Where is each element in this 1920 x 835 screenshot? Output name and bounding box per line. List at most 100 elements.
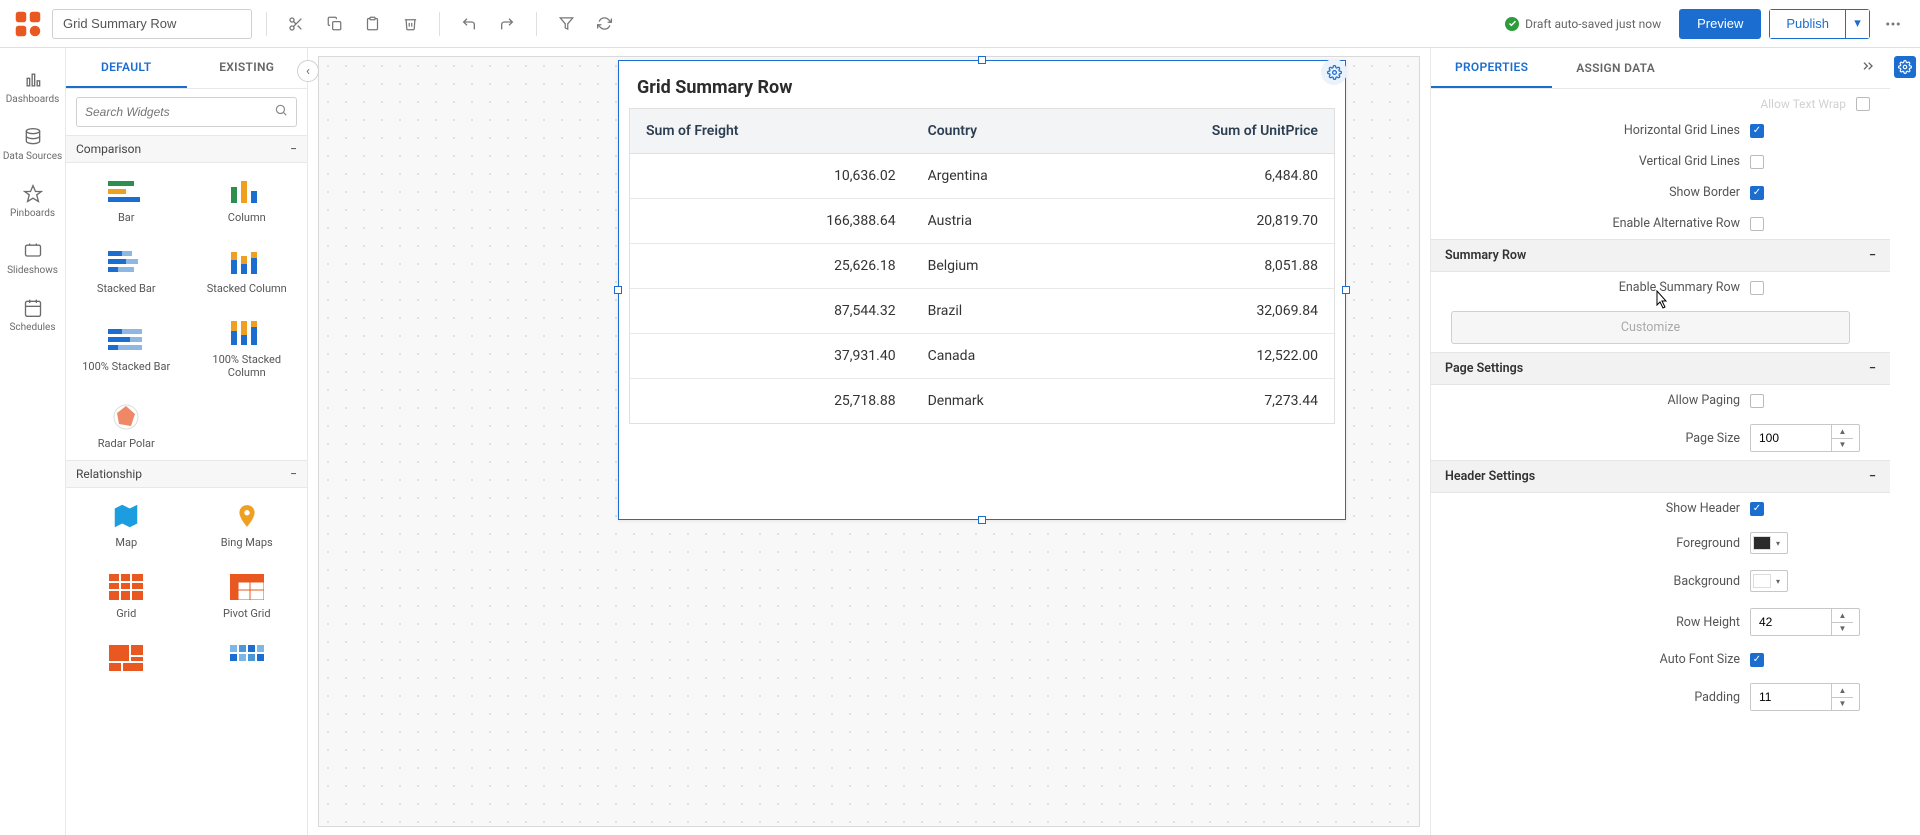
property-label: Page Size (1451, 431, 1740, 446)
grid-widget-frame[interactable]: Grid Summary Row Sum of Freight Country … (618, 60, 1346, 520)
resize-handle-right[interactable] (1342, 286, 1350, 294)
resize-handle-top[interactable] (978, 56, 986, 64)
nav-pinboards[interactable]: Pinboards (0, 176, 65, 227)
property-label: Enable Summary Row (1451, 280, 1740, 295)
widget-100-stacked-bar[interactable]: 100% Stacked Bar (66, 305, 187, 389)
cut-button[interactable] (281, 9, 311, 39)
page-size-down[interactable]: ▼ (1832, 439, 1853, 452)
column-header[interactable]: Sum of UnitPrice (1123, 109, 1334, 153)
separator (266, 12, 267, 36)
delete-button[interactable] (395, 9, 425, 39)
widget-settings-button[interactable] (1321, 59, 1347, 85)
separator (536, 12, 537, 36)
widget-label: Bar (118, 211, 135, 224)
widget-pivot-grid[interactable]: Pivot Grid (187, 559, 308, 630)
tab-properties[interactable]: PROPERTIES (1431, 48, 1552, 88)
customize-button[interactable]: Customize (1451, 311, 1850, 344)
palette-collapse-button[interactable]: ‹ (297, 60, 319, 82)
property-label: Enable Alternative Row (1451, 216, 1740, 231)
resize-handle-left[interactable] (614, 286, 622, 294)
design-canvas[interactable]: Grid Summary Row Sum of Freight Country … (308, 48, 1430, 835)
widget-radar-polar[interactable]: Radar Polar (66, 389, 187, 460)
stacked-bar-icon (104, 248, 148, 276)
widget-bar[interactable]: Bar (66, 163, 187, 234)
auto-font-size-checkbox[interactable] (1750, 653, 1764, 667)
page-size-up[interactable]: ▲ (1832, 425, 1853, 439)
properties-tabs: PROPERTIES ASSIGN DATA (1431, 48, 1890, 89)
table-row[interactable]: 37,931.40Canada12,522.00 (630, 334, 1334, 379)
cell: Argentina (912, 154, 1123, 198)
preview-button[interactable]: Preview (1679, 9, 1761, 39)
tab-existing[interactable]: EXISTING (187, 48, 308, 88)
table-row[interactable]: 25,718.88Denmark7,273.44 (630, 379, 1334, 423)
table-row[interactable]: 25,626.18Belgium8,051.88 (630, 244, 1334, 289)
horizontal-grid-lines-checkbox[interactable] (1750, 124, 1764, 138)
widget-search[interactable] (76, 97, 297, 127)
enable-alt-row-checkbox[interactable] (1750, 217, 1764, 231)
page-size-input[interactable] (1751, 425, 1831, 451)
nav-slideshows[interactable]: Slideshows (0, 233, 65, 284)
undo-button[interactable] (454, 9, 484, 39)
dashboard-title-input[interactable] (52, 9, 252, 39)
nav-schedules[interactable]: Schedules (0, 290, 65, 341)
table-row[interactable]: 166,388.64Austria20,819.70 (630, 199, 1334, 244)
refresh-button[interactable] (589, 9, 619, 39)
more-button[interactable] (1878, 9, 1908, 39)
cell: 166,388.64 (630, 199, 912, 243)
table-row[interactable]: 87,544.32Brazil32,069.84 (630, 289, 1334, 334)
column-header[interactable]: Country (912, 109, 1123, 153)
category-label: Comparison (76, 142, 141, 156)
background-color-picker[interactable]: ▾ (1750, 570, 1788, 592)
widget-grid[interactable]: Grid (66, 559, 187, 630)
data-toggle-button[interactable] (1894, 86, 1916, 108)
publish-dropdown-button[interactable]: ▾ (1845, 10, 1869, 38)
widget-treemap[interactable] (66, 630, 187, 682)
allow-text-wrap-checkbox[interactable] (1856, 97, 1870, 111)
section-summary-row[interactable]: Summary Row− (1431, 239, 1890, 272)
nav-dashboards[interactable]: Dashboards (0, 62, 65, 113)
widget-bing-maps[interactable]: Bing Maps (187, 488, 308, 559)
show-header-checkbox[interactable] (1750, 502, 1764, 516)
nav-datasources[interactable]: Data Sources (0, 119, 65, 170)
table-row[interactable]: 10,636.02Argentina6,484.80 (630, 154, 1334, 199)
tab-assign-data[interactable]: ASSIGN DATA (1552, 49, 1679, 87)
row-height-input[interactable] (1751, 609, 1831, 635)
cell: 6,484.80 (1123, 154, 1334, 198)
foreground-color-picker[interactable]: ▾ (1750, 532, 1788, 554)
widget-search-input[interactable] (85, 105, 274, 119)
padding-input[interactable] (1751, 684, 1831, 710)
row-height-down[interactable]: ▼ (1832, 623, 1853, 636)
widget-map[interactable]: Map (66, 488, 187, 559)
panel-expand-button[interactable] (1854, 58, 1882, 78)
properties-toggle-button[interactable] (1894, 56, 1916, 78)
filter-button[interactable] (551, 9, 581, 39)
section-page-settings[interactable]: Page Settings− (1431, 352, 1890, 385)
cell: 32,069.84 (1123, 289, 1334, 333)
column-header[interactable]: Sum of Freight (630, 109, 912, 153)
collapse-icon: − (290, 142, 297, 156)
widget-stacked-bar[interactable]: Stacked Bar (66, 234, 187, 305)
widget-column[interactable]: Column (187, 163, 308, 234)
vertical-grid-lines-checkbox[interactable] (1750, 155, 1764, 169)
copy-button[interactable] (319, 9, 349, 39)
paste-button[interactable] (357, 9, 387, 39)
widget-100-stacked-column[interactable]: 100% Stacked Column (187, 305, 308, 389)
resize-handle-bottom[interactable] (978, 516, 986, 524)
redo-button[interactable] (492, 9, 522, 39)
category-comparison[interactable]: Comparison − (66, 135, 307, 163)
widget-title: Grid Summary Row (619, 61, 1345, 108)
widget-label: Map (115, 536, 137, 549)
enable-summary-row-checkbox[interactable] (1750, 281, 1764, 295)
padding-up[interactable]: ▲ (1832, 684, 1853, 698)
padding-down[interactable]: ▼ (1832, 698, 1853, 711)
allow-paging-checkbox[interactable] (1750, 394, 1764, 408)
tab-default[interactable]: DEFAULT (66, 48, 187, 88)
cell: Austria (912, 199, 1123, 243)
row-height-up[interactable]: ▲ (1832, 609, 1853, 623)
publish-button[interactable]: Publish (1770, 10, 1845, 38)
widget-heatmap[interactable] (187, 630, 308, 682)
show-border-checkbox[interactable] (1750, 186, 1764, 200)
widget-stacked-column[interactable]: Stacked Column (187, 234, 308, 305)
section-header-settings[interactable]: Header Settings− (1431, 460, 1890, 493)
category-relationship[interactable]: Relationship− (66, 460, 307, 488)
